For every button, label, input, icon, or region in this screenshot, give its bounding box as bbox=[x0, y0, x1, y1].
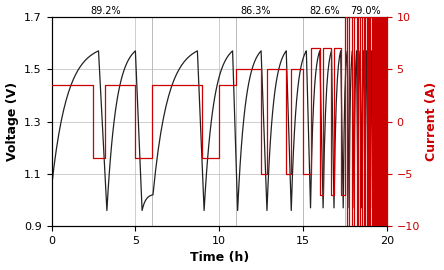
Text: 89.2%: 89.2% bbox=[90, 6, 120, 16]
Y-axis label: Voltage (V): Voltage (V) bbox=[6, 82, 19, 161]
Text: 86.3%: 86.3% bbox=[241, 6, 271, 16]
X-axis label: Time (h): Time (h) bbox=[190, 251, 249, 264]
Y-axis label: Current (A): Current (A) bbox=[425, 82, 438, 161]
Text: 82.6%: 82.6% bbox=[309, 6, 340, 16]
Text: 79.0%: 79.0% bbox=[350, 6, 381, 16]
